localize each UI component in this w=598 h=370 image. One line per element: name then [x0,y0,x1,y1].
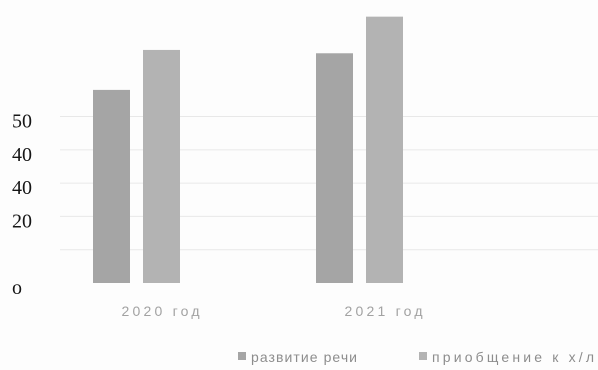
y-tick-label-1: 50 [12,111,32,133]
y-tick-label-4: 20 [12,210,32,232]
y-tick-label-5: о [12,277,22,299]
bars [93,16,403,284]
x-tick-label-2: 2021 год [345,303,423,319]
x-tick-label-1: 2020 год [122,303,200,319]
bar-series-1-category-1 [93,89,130,283]
y-axis-tick-labels: 50 40 40 20 о [12,111,32,299]
legend-swatch-series-1 [238,352,246,360]
legend: развитие речи приобщение к х/л [238,349,594,365]
x-axis-category-labels: 2020 год 2021 год [122,303,423,319]
legend-label-series-1: развитие речи [251,349,357,365]
y-tick-label-3: 40 [12,177,32,199]
bar-series-1-category-2 [316,53,353,284]
y-tick-label-2: 40 [12,144,32,166]
legend-label-series-2: приобщение к х/л [432,349,594,365]
bar-series-2-category-1 [143,49,180,283]
legend-swatch-series-2 [419,352,427,360]
bar-series-2-category-2 [366,16,403,283]
